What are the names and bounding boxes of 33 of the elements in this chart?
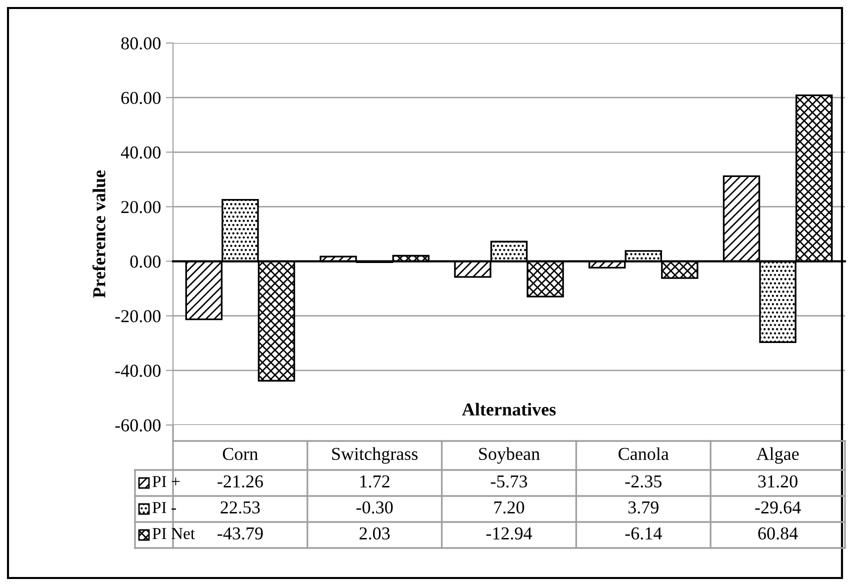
data-label: -5.73 <box>490 475 528 488</box>
y-axis-title: Preference value <box>92 170 106 298</box>
data-label: 1.72 <box>360 475 390 488</box>
data-label: 31.20 <box>758 475 798 488</box>
y-tick-label: 40.00 <box>120 146 161 159</box>
x-tick-label: Corn <box>222 448 258 460</box>
x-axis-title: Alternatives <box>462 402 556 416</box>
x-tick-label: Canola <box>618 447 669 460</box>
data-label: -6.14 <box>625 527 662 540</box>
data-label: -0.30 <box>356 501 393 514</box>
legend-label: PI + <box>152 476 180 488</box>
data-label: -29.64 <box>755 501 801 514</box>
y-tick-label: -60.00 <box>115 419 161 432</box>
data-label: 22.53 <box>220 501 260 514</box>
data-label: -43.79 <box>218 527 263 540</box>
y-tick-label: 0.00 <box>130 256 161 268</box>
y-tick-label: 80.00 <box>121 37 161 50</box>
legend-label: PI Net <box>152 528 195 540</box>
x-tick-label: Switchgrass <box>332 447 418 464</box>
data-label: 60.84 <box>758 527 798 540</box>
x-tick-label: Algae <box>756 447 799 464</box>
data-label: -12.94 <box>486 527 532 540</box>
y-tick-label: 60.00 <box>121 92 161 104</box>
data-label: 7.20 <box>494 501 524 514</box>
y-tick-label: 20.00 <box>121 200 161 214</box>
data-label: 2.03 <box>360 527 390 540</box>
x-tick-label: Soybean <box>479 447 540 464</box>
data-label: -21.26 <box>218 475 263 488</box>
y-tick-label: -20.00 <box>115 310 161 322</box>
data-label: 3.79 <box>628 501 658 514</box>
data-label: -2.35 <box>625 475 662 488</box>
legend-label: PI - <box>152 502 176 514</box>
y-tick-label: -40.00 <box>115 364 161 377</box>
